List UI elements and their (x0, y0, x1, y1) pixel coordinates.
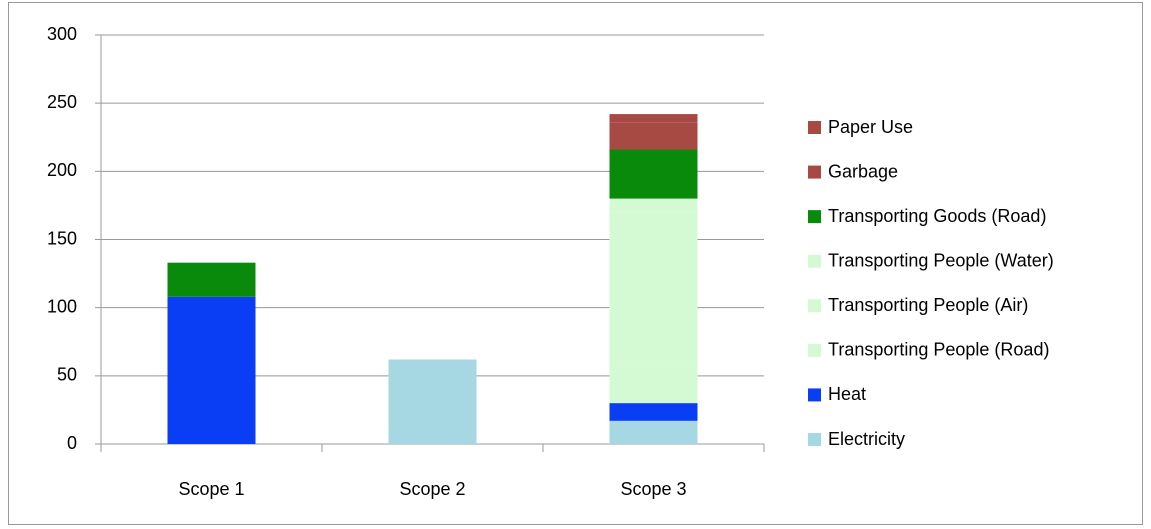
y-tick-label: 50 (57, 365, 77, 385)
legend-label: Paper Use (828, 117, 913, 137)
y-tick-label: 200 (47, 160, 77, 180)
bar-segment (609, 198, 698, 213)
y-tick-label: 300 (47, 24, 77, 44)
legend-swatch (808, 165, 821, 179)
legend-swatch (808, 433, 821, 446)
legend-label: Transporting People (Water) (828, 250, 1054, 270)
y-tick-label: 100 (47, 296, 77, 316)
bar-segment (609, 403, 698, 421)
legend-label: Transporting People (Air) (828, 295, 1028, 315)
legend-swatch (808, 343, 821, 357)
y-tick-label: 150 (47, 228, 77, 248)
legend-swatch (808, 254, 821, 268)
x-tick-label: Scope 2 (399, 479, 465, 499)
legend-label: Electricity (828, 429, 905, 449)
legend-label: Garbage (828, 161, 898, 181)
bar-segment (609, 212, 698, 363)
bar-segment (609, 362, 698, 404)
bar-segment (167, 262, 256, 297)
y-tick-label: 0 (67, 433, 77, 453)
bar-segment (609, 122, 698, 150)
legend-swatch (808, 299, 821, 313)
legend-swatch (808, 210, 821, 224)
bar-segment (167, 296, 256, 444)
legend-label: Heat (828, 384, 866, 404)
legend-label: Transporting People (Road) (828, 340, 1049, 360)
bar-segment (388, 359, 477, 444)
x-tick-label: Scope 1 (178, 479, 244, 499)
bar-segment (609, 420, 698, 444)
legend-label: Transporting Goods (Road) (828, 206, 1046, 226)
legend-swatch (808, 121, 821, 134)
bar-segment (609, 149, 698, 199)
x-tick-label: Scope 3 (620, 479, 686, 499)
y-tick-label: 250 (47, 92, 77, 112)
legend-swatch (808, 388, 821, 402)
bar-segment (609, 114, 698, 123)
